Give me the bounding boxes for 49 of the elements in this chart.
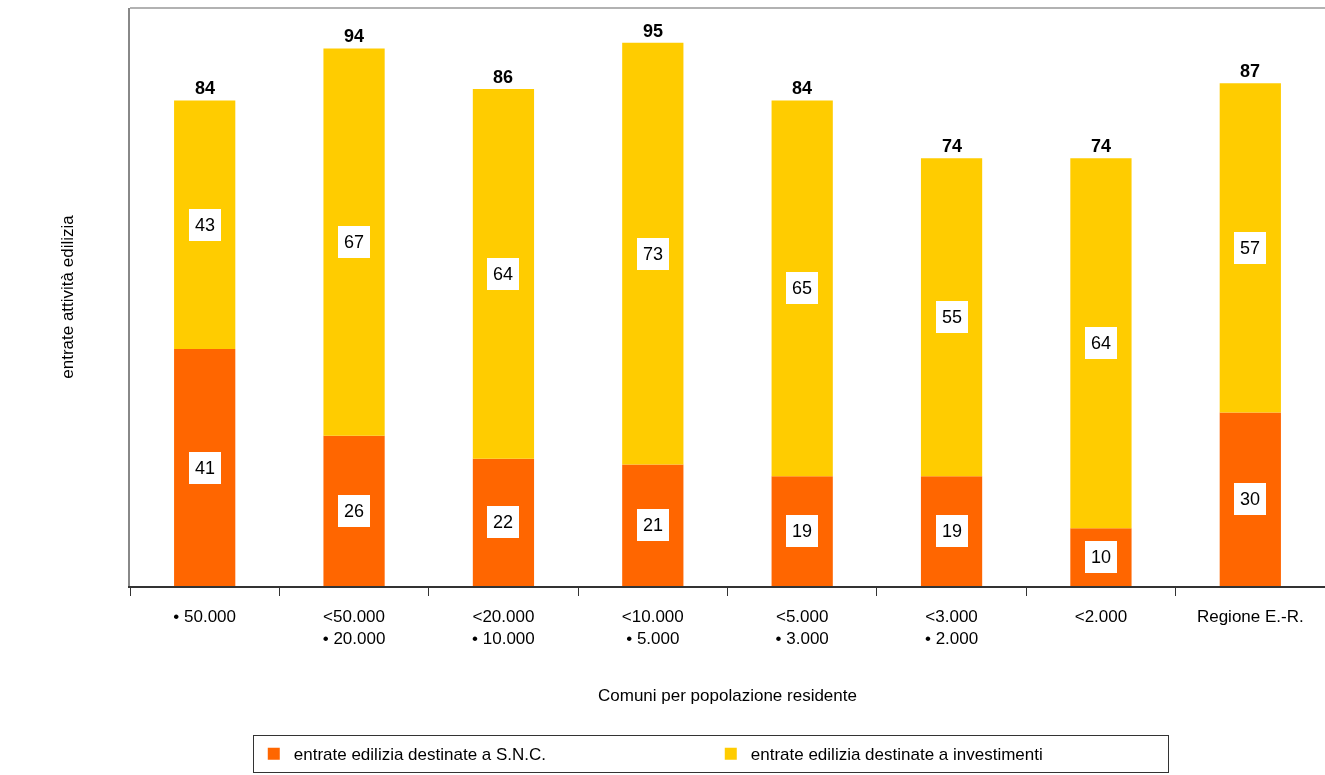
x-tick-label: <50.000 • 20.000: [322, 607, 386, 649]
data-label: 64: [493, 264, 514, 284]
bar: [622, 42, 684, 465]
x-tick-label: <3.000 • 2.000: [924, 607, 979, 649]
data-label: 22: [493, 512, 514, 532]
data-label: 10: [1091, 547, 1112, 567]
x-tick-label: <10.000 • 5.000: [621, 607, 684, 649]
data-label: 41: [195, 458, 216, 478]
data-label: 73: [643, 244, 664, 264]
x-tick-label: <2.000: [1074, 607, 1128, 627]
x-tick-label: <5.000 • 3.000: [775, 607, 829, 649]
total-label: 86: [493, 67, 514, 87]
data-label: 30: [1240, 489, 1261, 509]
total-label: 84: [792, 78, 813, 98]
data-label: 64: [1091, 333, 1112, 353]
legend-label: entrate edilizia destinate a S.N.C.: [293, 745, 547, 765]
data-label: 55: [942, 307, 963, 327]
x-axis-title: Comuni per popolazione residente: [598, 686, 857, 706]
data-label: 19: [792, 521, 813, 541]
bar: [472, 88, 535, 459]
bar: [323, 435, 385, 586]
data-label: 65: [792, 278, 813, 298]
total-label: 87: [1240, 61, 1261, 81]
data-label: 26: [344, 501, 365, 521]
bar: [771, 100, 833, 477]
bar: [1219, 412, 1281, 586]
data-label: 67: [344, 232, 365, 252]
data-label: 57: [1240, 238, 1261, 258]
bar: [174, 349, 236, 586]
y-axis-title: entrate attività edilizia: [58, 214, 78, 379]
bar: [1070, 158, 1132, 529]
data-label: 43: [195, 215, 216, 235]
total-label: 74: [1091, 136, 1112, 156]
total-label: 74: [942, 136, 963, 156]
data-label: 21: [643, 515, 664, 535]
x-tick-label: Regione E.-R.: [1196, 607, 1304, 627]
data-label: 19: [942, 521, 963, 541]
total-label: 84: [195, 78, 216, 98]
bar: [920, 158, 983, 477]
bar: [622, 464, 684, 586]
x-tick-label: • 50.000: [173, 607, 237, 627]
bar: [174, 100, 236, 350]
bar: [323, 48, 385, 436]
total-label: 94: [344, 26, 365, 46]
bar: [472, 458, 535, 586]
bar: [1219, 83, 1281, 413]
x-tick-label: <20.000 • 10.000: [472, 607, 535, 649]
total-label: 95: [643, 21, 664, 41]
legend-label: entrate edilizia destinate a investimenti: [750, 745, 1043, 765]
